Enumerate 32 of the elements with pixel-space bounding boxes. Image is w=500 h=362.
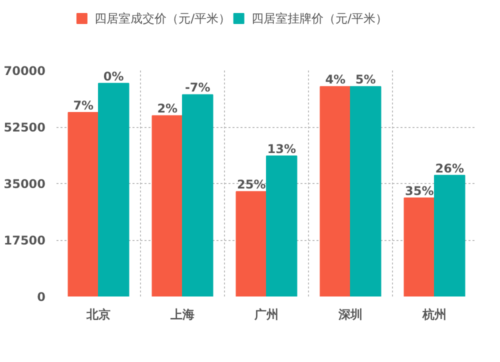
bar [350, 86, 382, 296]
bar [152, 115, 183, 296]
annotation: -7% [184, 80, 210, 95]
x-tick-label: 深圳 [338, 308, 362, 322]
bar [182, 94, 214, 296]
bar [236, 191, 267, 296]
y-tick-label: 17500 [4, 234, 46, 248]
legend-label: 四居室成交价（元/平米） [94, 12, 231, 26]
annotation: 5% [355, 72, 376, 87]
x-tick-label: 上海 [170, 308, 194, 322]
x-tick-label: 北京 [86, 308, 110, 322]
bar [68, 112, 99, 296]
legend-label: 四居室挂牌价（元/平米） [252, 12, 388, 26]
annotation: 35% [405, 184, 434, 198]
y-tick-label: 0 [37, 290, 46, 304]
annotation: 2% [157, 102, 178, 116]
bar [320, 86, 351, 296]
x-tick-label: 杭州 [422, 308, 446, 322]
annotation: 4% [325, 72, 346, 87]
annotation: 7% [73, 98, 94, 112]
annotation: 26% [435, 161, 464, 176]
bar [434, 174, 466, 296]
annotation: 13% [267, 142, 296, 156]
annotation: 25% [237, 178, 266, 192]
y-tick-label: 70000 [4, 64, 46, 78]
y-tick-label: 52500 [4, 120, 46, 134]
bar [98, 82, 130, 296]
bar [404, 198, 435, 296]
bar [266, 156, 298, 296]
y-tick-label: 35000 [4, 177, 46, 191]
x-tick-label: 广州 [254, 308, 278, 322]
annotation: 0% [103, 69, 124, 84]
